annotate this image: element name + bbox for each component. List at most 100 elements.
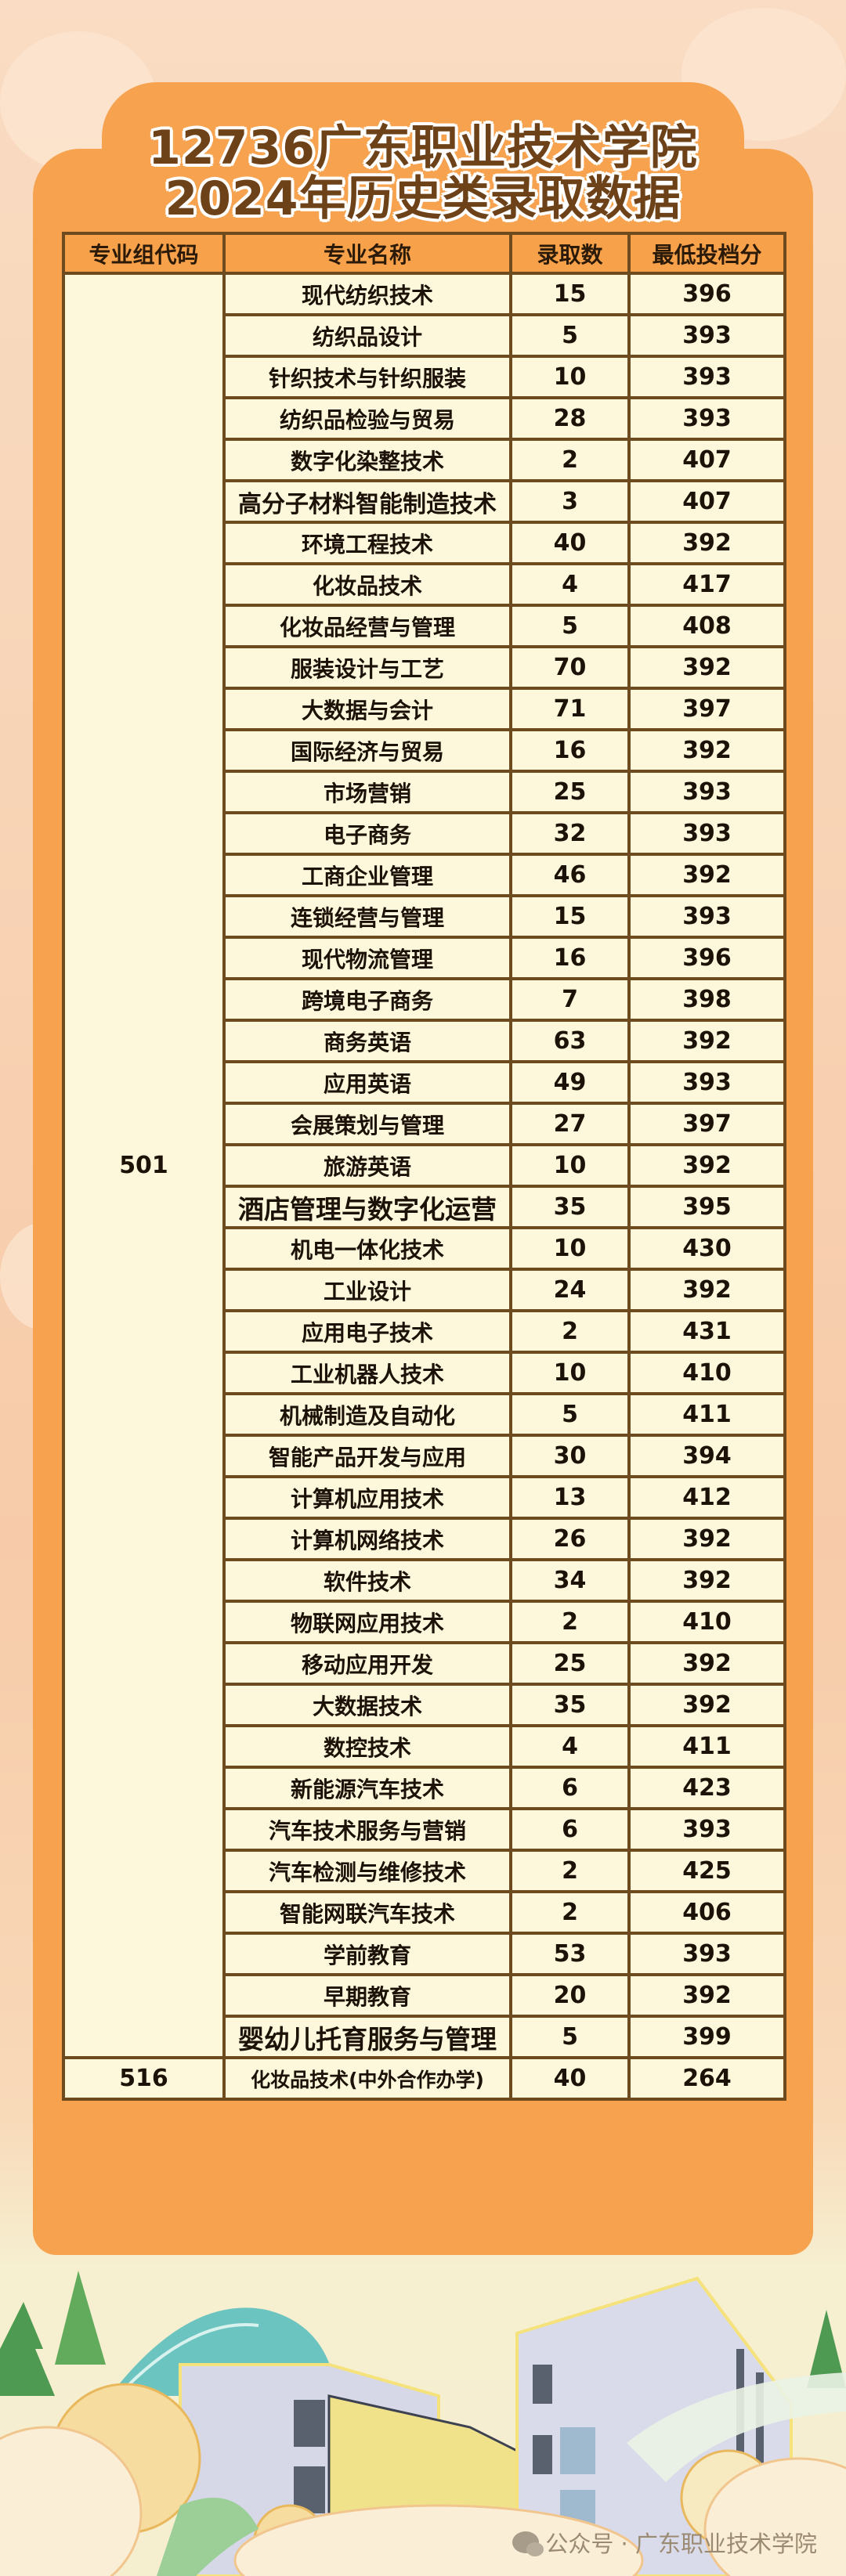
major-name-cell: 计算机网络技术 [222,1517,512,1561]
admitted-count-cell: 25 [509,1641,631,1686]
admitted-count-cell: 10 [509,1143,631,1188]
table-row: 旅游英语 10 392 [63,1143,786,1188]
admitted-count-cell: 40 [509,521,631,565]
min-score-cell: 398 [627,977,786,1022]
group-code-cell: 501 [62,272,226,2059]
ribbon [627,2372,846,2482]
major-name-cell: 数字化染整技术 [222,438,512,482]
min-score-cell: 392 [627,1683,786,1727]
admission-table: 专业组代码 专业名称 录取数 最低投档分 501 现代纺织技术 15 396 纺织品设计… [62,232,786,2101]
table-row: 软件技术 34 392 [63,1558,786,1603]
admitted-count-cell: 27 [509,1102,631,1146]
major-name-cell: 学前教育 [222,1932,512,1976]
table-row: 国际经济与贸易 16 392 [63,728,786,773]
tree-left-2 [55,2271,106,2365]
min-score-cell: 407 [627,479,786,524]
header-min-score: 最低投档分 [627,232,786,275]
major-name-cell: 工业机器人技术 [222,1351,512,1395]
min-score-cell: 425 [627,1849,786,1893]
table-row: 高分子材料智能制造技术 3 407 [63,479,786,524]
admitted-count-cell: 24 [509,1268,631,1312]
min-score-cell: 393 [627,396,786,441]
table-row: 学前教育 53 393 [63,1932,786,1976]
table-body: 501 现代纺织技术 15 396 纺织品设计 5 393 针织技术与针织服装 10 393 纺织品… [62,272,786,2101]
admitted-count-cell: 32 [509,811,631,856]
major-name-cell: 软件技术 [222,1558,512,1603]
major-name-cell: 新能源汽车技术 [222,1766,512,1810]
min-score-cell: 393 [627,1060,786,1105]
tree-right [807,2310,846,2388]
min-score-cell: 394 [627,1434,786,1478]
admitted-count-cell: 5 [509,313,631,358]
table-row: 应用英语 49 393 [63,1060,786,1105]
min-score-cell: 397 [627,687,786,731]
table-row: 智能网联汽车技术 2 406 [63,1890,786,1935]
major-name-cell: 数控技术 [222,1724,512,1769]
table-row: 大数据技术 35 392 [63,1683,786,1727]
table-row: 计算机网络技术 26 392 [63,1517,786,1561]
table-row: 早期教育 20 392 [63,1973,786,2018]
page-title-line2: 2024年历史类录取数据 [164,171,682,226]
admitted-count-cell: 10 [509,1351,631,1395]
min-score-cell: 417 [627,562,786,607]
admitted-count-cell: 2 [509,438,631,482]
major-name-cell: 现代物流管理 [222,936,512,980]
major-name-cell: 酒店管理与数字化运营 [222,1185,512,1229]
major-name-cell: 服装设计与工艺 [222,645,512,690]
major-name-cell: 连锁经营与管理 [222,894,512,939]
admitted-count-cell: 20 [509,1973,631,2018]
major-name-cell: 大数据与会计 [222,687,512,731]
table-row: 婴幼儿托育服务与管理 5 399 [63,2015,786,2059]
major-name-cell: 智能产品开发与应用 [222,1434,512,1478]
min-score-cell: 410 [627,1600,786,1644]
admitted-count-cell: 16 [509,728,631,773]
major-name-cell: 机电一体化技术 [222,1226,512,1271]
header-major-name: 专业名称 [222,232,512,275]
admitted-count-cell: 4 [509,1724,631,1769]
table-row: 服装设计与工艺 70 392 [63,645,786,690]
admitted-count-cell: 34 [509,1558,631,1603]
min-score-cell: 395 [627,1185,786,1229]
table-row: 516 化妆品技术(中外合作办学) 40 264 [62,2056,786,2101]
major-name-cell: 环境工程技术 [222,521,512,565]
admitted-count-cell: 3 [509,479,631,524]
table-row: 机械制造及自动化 5 411 [63,1392,786,1437]
min-score-cell: 393 [627,313,786,358]
admitted-count-cell: 6 [509,1807,631,1852]
admitted-count-cell: 49 [509,1060,631,1105]
admitted-count-cell: 70 [509,645,631,690]
min-score-cell: 431 [627,1309,786,1354]
min-score-cell: 412 [627,1475,786,1520]
table-row: 智能产品开发与应用 30 394 [63,1434,786,1478]
table-row: 移动应用开发 25 392 [63,1641,786,1686]
admitted-count-cell: 26 [509,1517,631,1561]
admitted-count-cell: 15 [509,894,631,939]
admitted-count-cell: 5 [509,604,631,648]
watermark-text: 公众号 · 广东职业技术学院 [545,2531,817,2557]
table-header-row: 专业组代码 专业名称 录取数 最低投档分 [62,232,786,275]
admitted-count-cell: 2 [509,1600,631,1644]
leaves [157,2498,258,2576]
major-name-cell: 化妆品经营与管理 [222,604,512,648]
table-row: 工业机器人技术 10 410 [63,1351,786,1395]
table-row: 数控技术 4 411 [63,1724,786,1769]
major-name-cell: 早期教育 [222,1973,512,2018]
admitted-count-cell: 71 [509,687,631,731]
admitted-count-cell: 35 [509,1185,631,1229]
min-score-cell: 430 [627,1226,786,1271]
window [533,2365,552,2404]
major-name-cell: 旅游英语 [222,1143,512,1188]
min-score-cell: 392 [627,1517,786,1561]
min-score-cell: 393 [627,811,786,856]
table-row: 大数据与会计 71 397 [63,687,786,731]
admitted-count-cell: 4 [509,562,631,607]
min-score-cell: 393 [627,1932,786,1976]
admitted-count-cell: 63 [509,1019,631,1063]
min-score-cell: 397 [627,1102,786,1146]
major-name-cell: 应用电子技术 [222,1309,512,1354]
table-row: 现代物流管理 16 396 [63,936,786,980]
header-group-code: 专业组代码 [62,232,226,275]
table-row: 汽车检测与维修技术 2 425 [63,1849,786,1893]
mountain-lines [124,2323,259,2390]
admitted-count-cell: 35 [509,1683,631,1727]
